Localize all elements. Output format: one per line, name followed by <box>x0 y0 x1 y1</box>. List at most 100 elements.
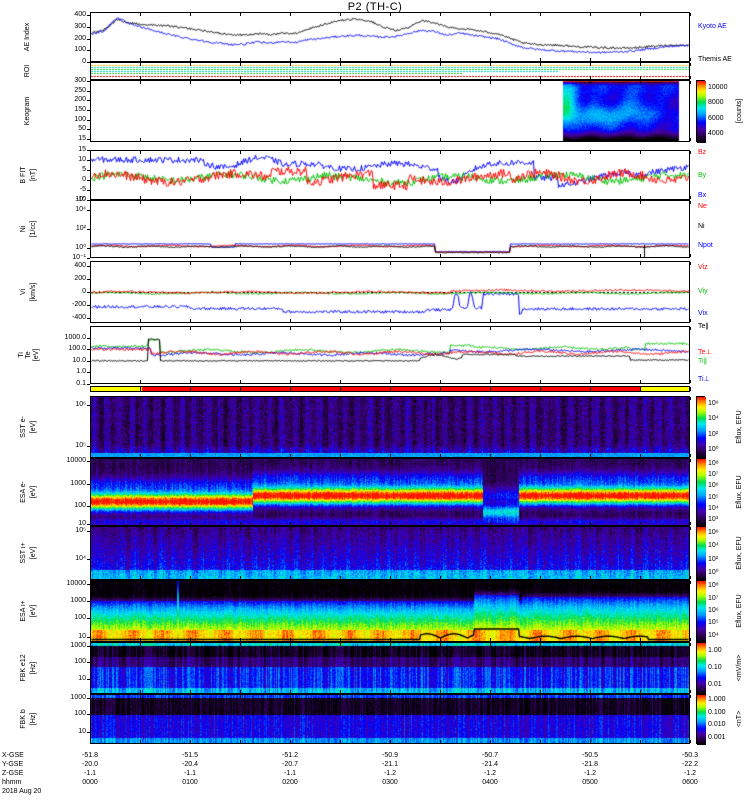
colorbar-tick-label: 0.001 <box>708 733 726 741</box>
x-tick <box>290 581 291 584</box>
x-tick <box>590 63 591 66</box>
x-tick <box>440 740 441 743</box>
y-tick <box>87 679 90 680</box>
sst-e-colorbar <box>696 396 706 459</box>
x-axis-tick-value: -50.7 <box>482 752 498 759</box>
x-tick <box>340 581 341 584</box>
x-tick <box>90 13 91 16</box>
x-tick <box>140 527 141 530</box>
x-tick <box>290 254 291 257</box>
y-tick <box>87 190 90 191</box>
x-tick <box>490 576 491 579</box>
keogram-colorbar <box>696 80 706 143</box>
legend-te-perp: Te⊥ <box>698 349 712 357</box>
x-tick <box>190 581 191 584</box>
x-tick <box>440 327 441 330</box>
y-tick <box>87 50 90 51</box>
x-tick <box>440 459 441 462</box>
colorbar-tick-label: 8000 <box>708 99 724 107</box>
x-tick <box>240 319 241 322</box>
y-tick <box>87 531 90 532</box>
sst-i-colorbar <box>696 526 706 581</box>
x-tick <box>540 576 541 579</box>
x-tick <box>90 81 91 84</box>
legend-te-par: Te∥ <box>698 323 709 331</box>
x-tick <box>390 740 391 743</box>
x-axis-tick-value: 0200 <box>282 779 298 786</box>
x-tick <box>190 327 191 330</box>
x-tick <box>140 380 141 383</box>
x-tick <box>640 388 641 391</box>
x-tick <box>240 740 241 743</box>
colorbar-gradient <box>697 459 706 527</box>
x-tick <box>640 527 641 530</box>
x-tick <box>490 695 491 698</box>
x-tick <box>440 63 441 66</box>
x-tick <box>190 576 191 579</box>
plot-canvas <box>91 63 689 79</box>
x-tick <box>140 81 141 84</box>
y-tick-label: 15 <box>78 134 86 142</box>
plot-canvas <box>91 201 689 257</box>
x-tick <box>240 196 241 199</box>
x-tick <box>490 254 491 257</box>
x-tick <box>190 138 191 141</box>
x-tick <box>490 151 491 154</box>
x-tick <box>540 58 541 61</box>
y-tick <box>87 372 90 373</box>
panel-fbk-b <box>90 694 690 744</box>
x-tick <box>540 254 541 257</box>
y-tick-label: 10⁶ <box>75 400 86 408</box>
y-tick-label: 10² <box>75 225 86 232</box>
y-tick <box>87 170 90 171</box>
y-tick <box>87 120 90 121</box>
x-tick <box>540 397 541 400</box>
x-tick <box>90 201 91 204</box>
y-tick <box>87 110 90 111</box>
x-tick <box>590 138 591 141</box>
y-tick-label: 10 <box>78 519 86 527</box>
x-tick <box>490 201 491 204</box>
x-axis-tick-value: -22.2 <box>682 761 698 768</box>
y-axis-title-te: Te <box>25 351 32 359</box>
x-tick <box>640 81 641 84</box>
x-tick <box>440 254 441 257</box>
x-tick <box>390 138 391 141</box>
y-tick <box>87 229 90 230</box>
x-tick <box>340 196 341 199</box>
y-tick <box>87 405 90 406</box>
x-axis-tick-value: -21.1 <box>382 761 398 768</box>
x-tick <box>390 388 391 391</box>
plot-canvas <box>91 397 689 457</box>
x-axis-tick-value: 0100 <box>182 779 198 786</box>
x-tick <box>340 388 341 391</box>
x-tick <box>390 522 391 525</box>
x-tick <box>590 262 591 265</box>
x-tick <box>690 76 691 79</box>
x-tick <box>640 63 641 66</box>
x-tick <box>390 319 391 322</box>
x-tick <box>540 81 541 84</box>
x-axis-tick-value: -1.2 <box>683 770 697 777</box>
x-tick <box>690 690 691 693</box>
x-axis-tick-value: 0500 <box>582 779 598 786</box>
x-tick <box>240 63 241 66</box>
x-axis-tick-value: -1.1 <box>83 770 97 777</box>
x-tick <box>340 81 341 84</box>
x-tick <box>640 638 641 641</box>
y-tick-label: 400 <box>74 261 86 269</box>
x-tick <box>90 576 91 579</box>
x-tick <box>690 327 691 330</box>
y-tick <box>87 62 90 63</box>
x-tick <box>390 254 391 257</box>
y-axis-title-ti: Ti <box>18 352 25 358</box>
y-axis-unit-fbk-b: [Hz] <box>30 712 37 726</box>
x-tick <box>390 13 391 16</box>
x-tick <box>90 254 91 257</box>
x-tick <box>290 740 291 743</box>
y-tick-label: -400 <box>71 314 86 322</box>
colorbar-tick-label: 10³ <box>708 516 719 524</box>
x-tick <box>590 151 591 154</box>
x-tick <box>640 201 641 204</box>
x-tick <box>690 527 691 530</box>
